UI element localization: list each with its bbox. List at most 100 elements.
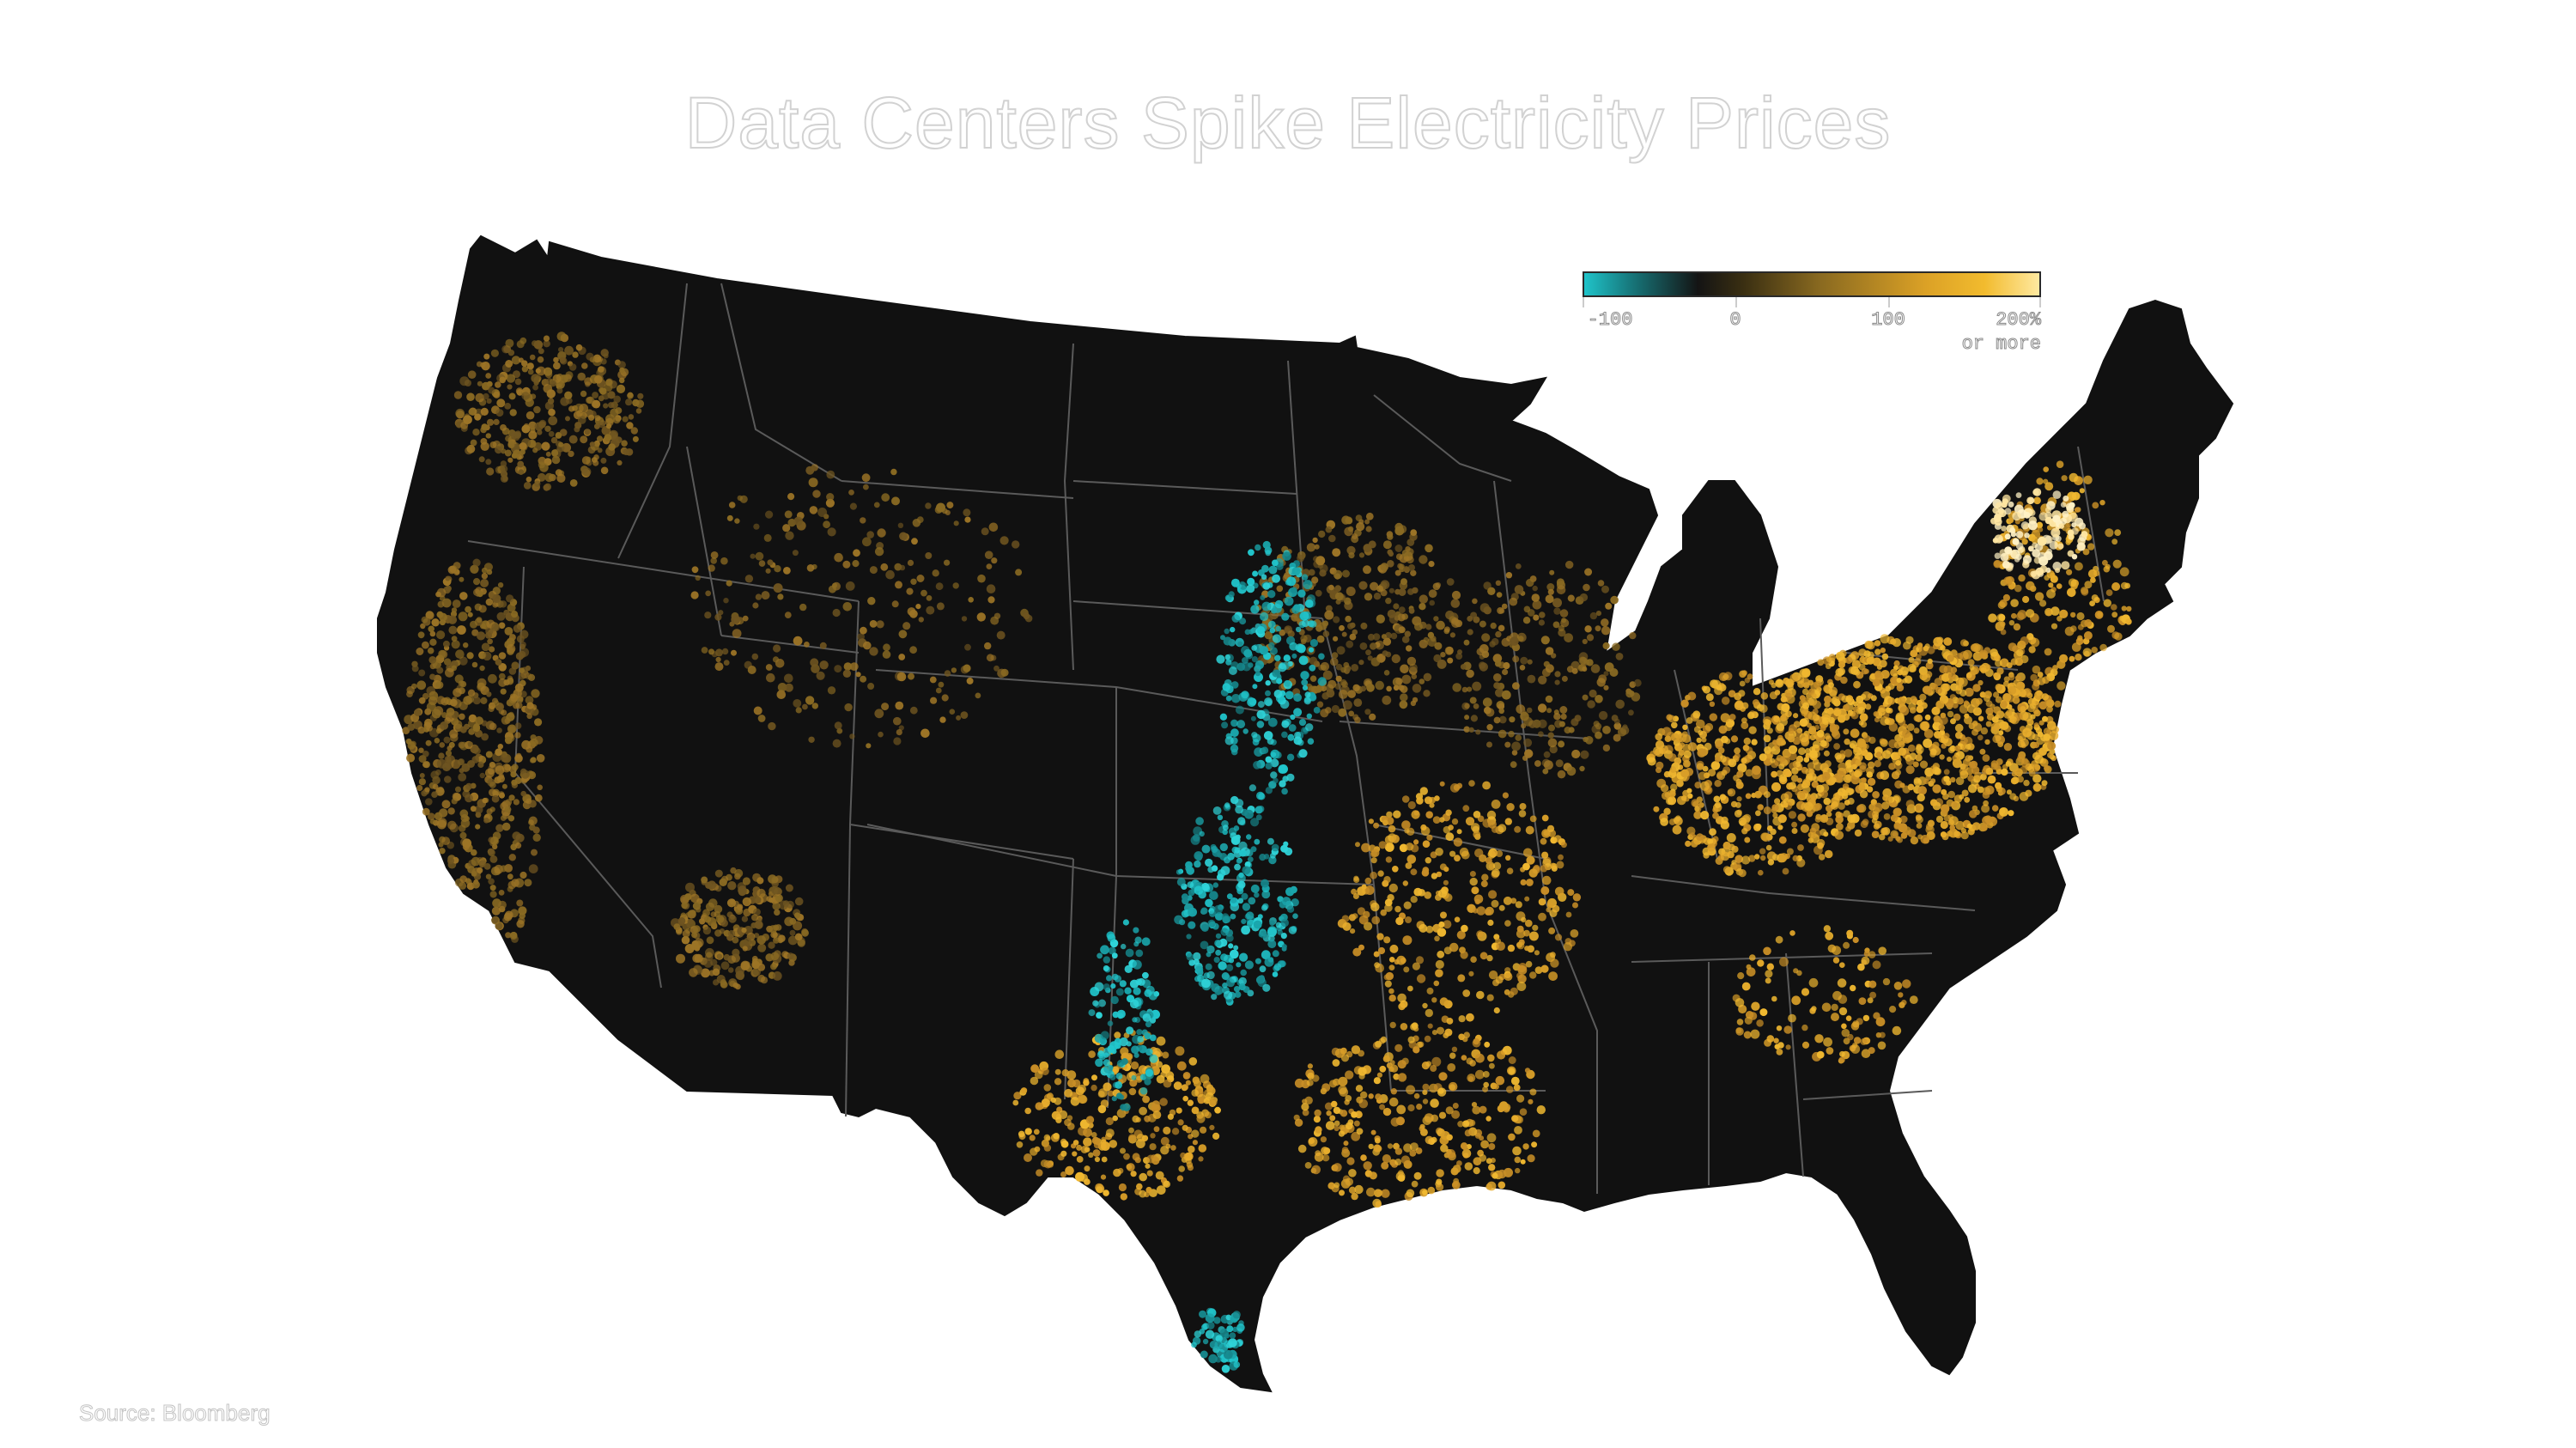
price-change-dot	[2015, 492, 2022, 498]
price-change-dot	[1907, 829, 1917, 838]
price-change-dot	[1980, 667, 1987, 674]
price-change-dot	[1821, 771, 1831, 781]
price-change-dot	[1360, 622, 1368, 630]
price-change-dot	[480, 426, 487, 434]
price-change-dot	[1135, 1116, 1141, 1123]
price-change-dot	[2028, 646, 2036, 654]
price-change-dot	[429, 673, 436, 680]
price-change-dot	[2011, 612, 2017, 619]
price-change-dot	[1547, 738, 1558, 748]
price-change-dot	[1108, 1090, 1115, 1097]
price-change-dot	[503, 912, 513, 922]
price-change-dot	[2082, 548, 2090, 556]
price-change-dot	[1660, 784, 1669, 793]
price-change-dot	[1811, 693, 1817, 699]
price-change-dot	[507, 441, 515, 449]
price-change-dot	[527, 708, 535, 715]
price-change-dot	[447, 807, 455, 815]
price-change-dot	[1406, 1189, 1415, 1198]
price-change-dot	[592, 392, 598, 399]
price-change-dot	[768, 874, 777, 884]
price-change-dot	[605, 417, 614, 427]
price-change-dot	[558, 441, 564, 447]
price-change-dot	[600, 457, 607, 464]
price-change-dot	[1523, 738, 1533, 747]
price-change-dot	[1603, 684, 1609, 691]
price-change-dot	[1388, 964, 1395, 970]
price-change-dot	[1980, 824, 1988, 831]
price-change-dot	[1348, 1186, 1357, 1195]
price-change-dot	[1795, 756, 1802, 762]
price-change-dot	[1846, 929, 1854, 937]
price-change-dot	[615, 407, 623, 415]
price-change-dot	[1967, 659, 1975, 666]
price-change-dot	[1743, 1031, 1752, 1039]
price-change-dot	[1517, 636, 1524, 642]
price-change-dot	[496, 611, 506, 621]
price-change-dot	[1239, 618, 1247, 625]
price-change-dot	[1376, 585, 1384, 593]
price-change-dot	[1456, 930, 1466, 940]
price-change-dot	[1142, 1095, 1150, 1104]
price-change-dot	[1798, 747, 1806, 756]
price-change-dot	[1460, 951, 1468, 959]
price-change-dot	[727, 967, 734, 973]
price-change-dot	[1364, 885, 1375, 895]
price-change-dot	[1919, 672, 1928, 681]
price-change-dot	[1381, 1161, 1389, 1170]
price-change-dot	[568, 363, 577, 371]
price-change-dot	[1340, 1178, 1351, 1189]
price-change-dot	[1515, 734, 1522, 741]
price-change-dot	[1692, 710, 1701, 719]
price-change-dot	[471, 661, 478, 668]
price-change-dot	[596, 435, 604, 442]
land-mass	[377, 234, 2234, 1393]
price-change-dot	[1191, 1089, 1199, 1097]
price-change-dot	[418, 778, 426, 786]
price-change-dot	[1824, 733, 1831, 739]
price-change-dot	[1316, 635, 1325, 643]
price-change-dot	[1487, 850, 1497, 859]
price-change-dot	[1457, 974, 1466, 983]
price-change-dot	[1860, 1037, 1868, 1045]
price-change-dot	[1132, 1153, 1140, 1161]
price-change-dot	[1297, 644, 1306, 654]
price-change-dot	[1808, 977, 1819, 988]
price-change-dot	[727, 881, 737, 891]
price-change-dot	[1397, 993, 1406, 1003]
price-change-dot	[1033, 1129, 1040, 1135]
price-change-dot	[1985, 767, 1994, 776]
price-change-dot	[541, 441, 550, 451]
price-change-dot	[1969, 810, 1978, 818]
price-change-dot	[1275, 625, 1282, 632]
price-change-dot	[1838, 802, 1845, 810]
price-change-dot	[1265, 680, 1271, 686]
price-change-dot	[1342, 700, 1352, 710]
price-change-dot	[1832, 990, 1842, 1001]
price-change-dot	[499, 792, 505, 799]
price-change-dot	[1340, 1047, 1347, 1055]
price-change-dot	[1046, 1092, 1054, 1100]
price-change-dot	[1476, 648, 1485, 656]
price-change-dot	[1464, 1162, 1473, 1171]
price-change-dot	[1905, 636, 1914, 644]
price-change-dot	[1365, 649, 1371, 656]
price-change-dot	[463, 415, 472, 424]
price-change-dot	[1811, 1006, 1817, 1012]
price-change-dot	[1451, 1180, 1461, 1189]
price-change-dot	[1734, 810, 1742, 818]
price-change-dot	[1834, 830, 1844, 840]
price-change-dot	[455, 649, 465, 659]
price-change-dot	[581, 362, 588, 369]
price-change-dot	[1748, 726, 1757, 734]
price-change-dot	[543, 335, 550, 342]
price-change-dot	[1259, 646, 1269, 655]
price-change-dot	[1186, 934, 1192, 940]
price-change-dot	[1393, 684, 1400, 691]
price-change-dot	[1998, 614, 2006, 621]
price-change-dot	[1613, 722, 1622, 730]
price-change-dot	[1538, 912, 1546, 922]
price-change-dot	[500, 470, 508, 478]
price-change-dot	[1379, 1065, 1387, 1073]
price-change-dot	[1859, 782, 1865, 788]
